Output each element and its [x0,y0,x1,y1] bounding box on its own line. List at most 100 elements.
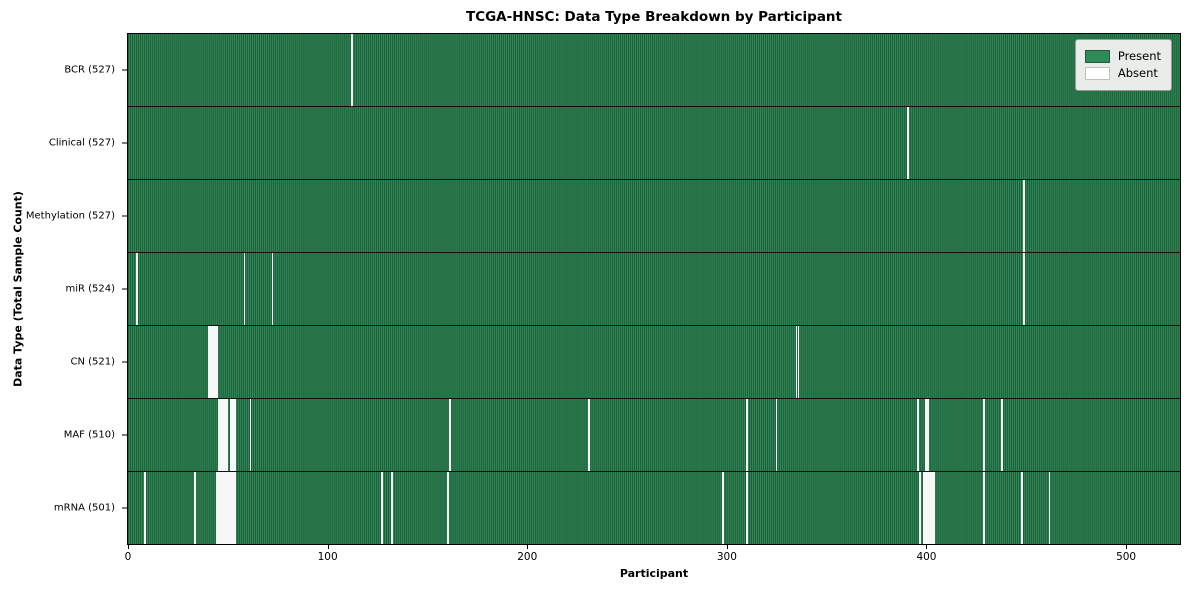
absent-mark [249,399,252,471]
absent-mark [447,472,449,544]
x-tick-label: 300 [716,551,737,563]
absent-mark [745,472,748,544]
x-tick-label: 400 [916,551,937,563]
absent-mark [215,472,218,544]
absent-mark [745,399,748,471]
row-MAF [128,398,1180,471]
absent-mark [213,326,216,398]
absent-mark [193,472,196,544]
absent-mark [1000,399,1003,471]
y-tick-mark [122,288,127,290]
absent-mark [231,399,234,471]
chart-title: TCGA-HNSC: Data Type Breakdown by Partic… [465,9,842,25]
absent-mark [225,399,228,471]
absent-mark [797,326,800,398]
x-tick-mark [527,545,529,549]
absent-mark [223,472,226,544]
absent-mark [233,472,236,544]
absent-mark [588,399,591,471]
x-tick-mark [327,545,329,549]
absent-mark [449,399,451,471]
absent-mark [229,399,232,471]
y-tick-label: miR (524) [65,283,115,295]
legend-label-absent: Absent [1117,66,1158,80]
absent-mark [925,472,927,544]
absent-mark [1022,180,1025,252]
absent-mark [927,399,929,471]
absent-mark [233,399,236,471]
y-tick-mark [122,215,127,217]
absent-mark [217,399,220,471]
absent-mark [215,326,218,398]
row-CN [128,325,1180,398]
absent-mark [381,472,383,544]
row-BCR [128,34,1180,106]
absent-mark [1022,253,1025,325]
absent-mark [925,399,927,471]
y-tick-mark [122,507,127,509]
absent-mark [923,472,925,544]
absent-mark [225,472,228,544]
y-tick-label: Clinical (527) [48,137,115,149]
absent-mark [929,472,931,544]
x-axis-label: Participant [619,567,689,580]
x-tick-label: 0 [124,551,132,563]
absent-mark [209,326,212,398]
y-axis: BCR (527) Clinical (527) Methylation (527)… [0,33,127,545]
absent-mark [919,472,921,544]
x-tick-label: 500 [1116,551,1137,563]
legend-entry-absent: Absent [1084,66,1161,80]
y-tick-mark [122,434,127,436]
x-tick-mark [1126,545,1128,549]
absent-mark [219,472,222,544]
legend-swatch-absent-icon [1084,66,1110,80]
absent-mark [227,472,230,544]
absent-mark [917,399,919,471]
absent-mark [1020,472,1023,544]
x-tick-mark [127,545,129,549]
absent-mark [933,472,935,544]
absent-mark [1048,472,1051,544]
legend-label-present: Present [1117,49,1161,63]
x-tick-mark [726,545,728,549]
y-tick-mark [122,361,127,363]
absent-mark [391,472,393,544]
absent-mark [207,326,210,398]
absent-mark [217,472,220,544]
absent-mark [931,472,933,544]
absent-mark [243,253,246,325]
plot-area: Present Absent [127,33,1181,545]
y-tick-label: BCR (527) [64,64,115,76]
absent-mark [136,253,138,325]
x-tick-mark [926,545,928,549]
absent-mark [351,34,354,106]
absent-mark [982,399,985,471]
absent-mark [775,399,778,471]
absent-mark [795,326,798,398]
absent-mark [221,472,224,544]
absent-mark [231,472,234,544]
y-tick-label: MAF (510) [63,429,115,441]
row-Methylation [128,179,1180,252]
legend-entry-present: Present [1084,49,1161,63]
legend-swatch-present-icon [1084,49,1110,63]
y-tick-label: Methylation (527) [25,210,115,222]
absent-mark [229,472,232,544]
x-tick-label: 200 [517,551,538,563]
absent-mark [219,399,222,471]
absent-mark [721,472,724,544]
y-tick-mark [122,69,127,71]
y-tick-label: CN (521) [70,356,115,368]
row-mRNA [128,471,1180,544]
legend: Present Absent [1074,39,1172,91]
absent-mark [271,253,274,325]
absent-mark [907,107,909,179]
y-tick-mark [122,142,127,144]
absent-mark [144,472,146,544]
x-tick-label: 100 [317,551,338,563]
absent-mark [221,399,224,471]
y-tick-label: mRNA (501) [53,502,115,514]
absent-mark [211,326,214,398]
absent-mark [223,399,226,471]
